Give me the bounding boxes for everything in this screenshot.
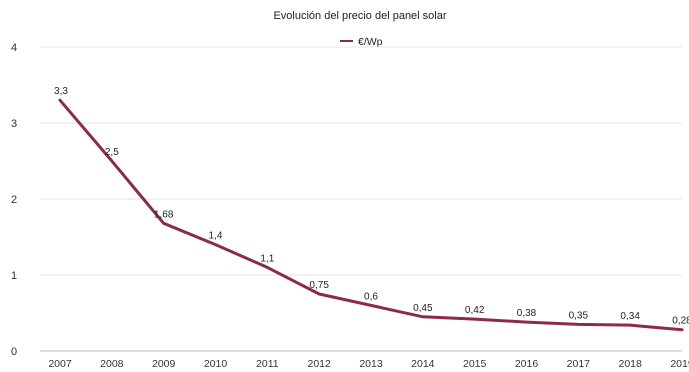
data-label: 1,68 <box>154 209 174 220</box>
legend: €/Wp <box>340 36 383 48</box>
y-tick-label: 0 <box>11 346 17 358</box>
gridlines <box>40 46 682 352</box>
y-tick-label: 3 <box>11 118 17 130</box>
x-tick-label: 2019 <box>670 358 689 370</box>
data-label: 0,45 <box>413 303 433 314</box>
x-tick-label: 2014 <box>411 358 435 370</box>
data-labels: 3,3 2,5 1,68 1,4 1,1 0,75 0,6 0,45 0,42 0,38 0,35 0… <box>54 86 689 327</box>
data-label: 1,4 <box>209 231 223 242</box>
chart-title: Evolución del precio del panel solar <box>273 10 446 22</box>
x-tick-label: 2008 <box>100 358 124 370</box>
series-line-path <box>58 98 684 332</box>
y-axis-ticks: 0 1 2 3 4 <box>11 42 17 358</box>
data-label: 0,6 <box>364 291 378 302</box>
data-label: 3,3 <box>54 86 68 97</box>
x-axis-ticks: 2007 2008 2009 2010 2011 2012 2013 2014 2015 2016… <box>48 358 689 370</box>
data-label: 0,42 <box>465 305 485 316</box>
y-tick-label: 2 <box>11 194 17 206</box>
x-tick-label: 2018 <box>618 358 642 370</box>
data-label: 1,1 <box>260 253 274 264</box>
y-tick-label: 1 <box>11 270 17 282</box>
x-tick-label: 2017 <box>567 358 591 370</box>
y-tick-label: 4 <box>11 42 17 54</box>
data-label: 0,75 <box>309 280 329 291</box>
x-tick-label: 2009 <box>152 358 176 370</box>
x-tick-label: 2016 <box>515 358 539 370</box>
x-tick-label: 2012 <box>307 358 331 370</box>
data-label: 0,35 <box>569 310 589 321</box>
x-tick-label: 2013 <box>359 358 383 370</box>
series-line <box>58 98 684 332</box>
data-label: 0,38 <box>517 308 537 319</box>
data-label: 0,34 <box>620 311 640 322</box>
data-label: 0,28 <box>672 316 689 327</box>
x-tick-label: 2015 <box>463 358 487 370</box>
x-tick-label: 2011 <box>256 358 279 370</box>
data-label: 2,5 <box>105 147 119 158</box>
legend-label: €/Wp <box>358 36 383 48</box>
x-tick-label: 2010 <box>204 358 228 370</box>
x-tick-label: 2007 <box>48 358 72 370</box>
